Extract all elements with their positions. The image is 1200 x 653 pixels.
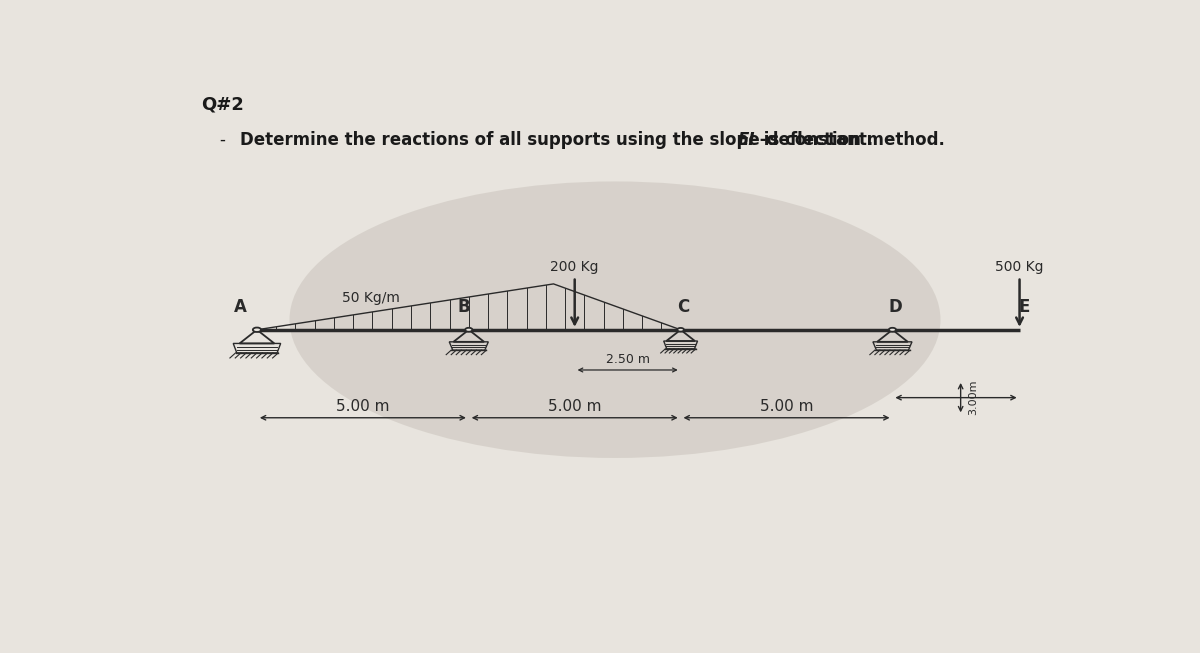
Text: -: -: [220, 131, 226, 149]
Text: B: B: [458, 298, 470, 317]
Text: 3.00m: 3.00m: [968, 380, 978, 415]
Circle shape: [253, 328, 262, 332]
Text: is constant.: is constant.: [758, 131, 874, 149]
Text: C: C: [677, 298, 690, 317]
Text: 5.00 m: 5.00 m: [760, 399, 814, 414]
Text: 5.00 m: 5.00 m: [548, 399, 601, 414]
Circle shape: [466, 328, 473, 332]
Ellipse shape: [289, 182, 941, 458]
Circle shape: [889, 328, 896, 332]
Text: 2.50 m: 2.50 m: [606, 353, 649, 366]
Text: EI: EI: [738, 131, 755, 149]
Text: Determine the reactions of all supports using the slope-deflection method.: Determine the reactions of all supports …: [240, 131, 950, 149]
Text: 5.00 m: 5.00 m: [336, 399, 390, 414]
Text: 50 Kg/m: 50 Kg/m: [342, 291, 400, 304]
Text: A: A: [234, 298, 247, 317]
Text: E: E: [1019, 298, 1030, 317]
Circle shape: [677, 328, 684, 332]
Text: 500 Kg: 500 Kg: [995, 260, 1044, 274]
Text: 200 Kg: 200 Kg: [551, 260, 599, 274]
Text: D: D: [888, 298, 902, 317]
Text: Q#2: Q#2: [202, 96, 244, 114]
